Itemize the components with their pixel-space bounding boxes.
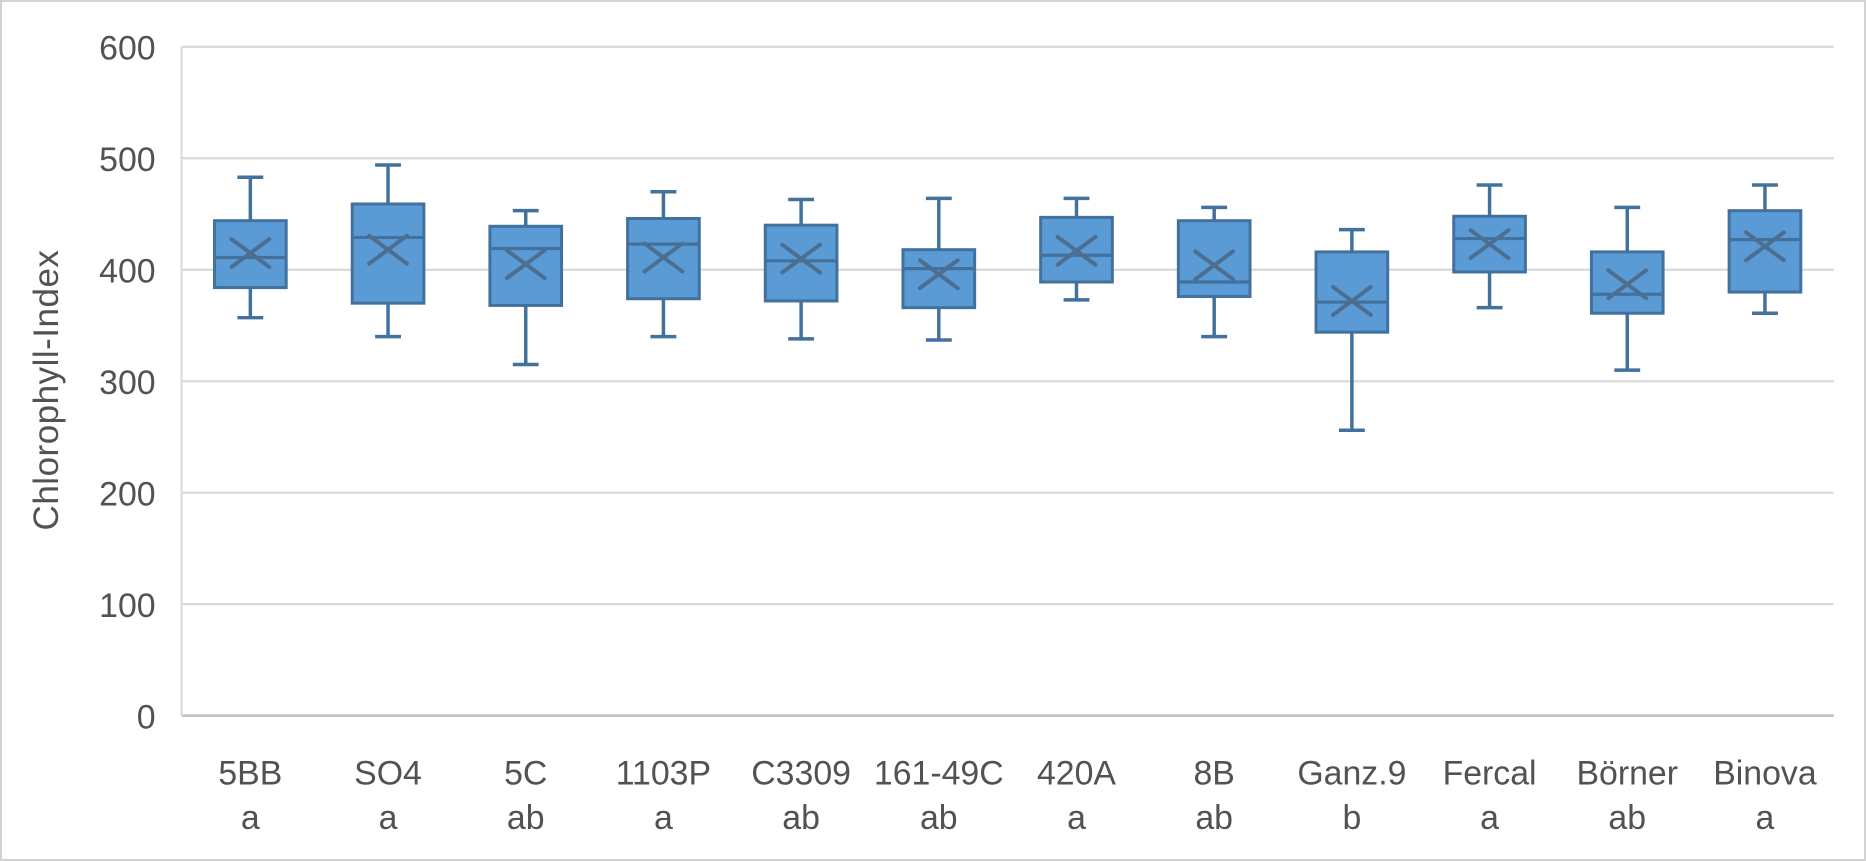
x-category-label-Fercal: Fercal bbox=[1443, 754, 1537, 792]
y-tick-label-600: 600 bbox=[99, 30, 155, 68]
mean-x-marker bbox=[1330, 285, 1373, 317]
box-group-Ganz.9 bbox=[1314, 227, 1390, 433]
x-group-letter-Fercal: a bbox=[1480, 799, 1499, 837]
x-category-label-8B: 8B bbox=[1193, 754, 1234, 792]
mean-x-marker bbox=[1193, 249, 1236, 282]
y-tick-label-300: 300 bbox=[99, 364, 155, 402]
x-category-label-Ganz.9: Ganz.9 bbox=[1297, 754, 1406, 792]
mean-x-marker bbox=[1468, 228, 1511, 261]
iqr-box bbox=[763, 223, 839, 303]
x-group-letter-161-49C: ab bbox=[920, 799, 958, 837]
y-tick-label-0: 0 bbox=[137, 699, 156, 737]
mean-x-marker bbox=[917, 258, 960, 291]
y-tick-label-100: 100 bbox=[99, 587, 155, 625]
x-group-letter-Binova: a bbox=[1756, 799, 1775, 837]
box-group-5C bbox=[488, 208, 564, 367]
mean-x-marker bbox=[504, 248, 547, 281]
x-group-letter-Ganz.9: b bbox=[1342, 799, 1361, 837]
x-category-label-Binova: Binova bbox=[1713, 754, 1817, 792]
box-group-1103P bbox=[626, 189, 701, 339]
iqr-box bbox=[901, 248, 977, 310]
x-category-label-161-49C: 161-49C bbox=[874, 754, 1004, 792]
box-group-5BB bbox=[213, 175, 288, 320]
box-group-Börner bbox=[1589, 205, 1665, 372]
x-group-letter-5BB: a bbox=[241, 799, 260, 837]
x-category-label-1103P: 1103P bbox=[616, 754, 711, 792]
iqr-box bbox=[488, 224, 564, 307]
iqr-box bbox=[1452, 214, 1527, 274]
iqr-box bbox=[1727, 209, 1803, 294]
mean-x-marker bbox=[642, 241, 685, 274]
x-group-letter-1103P: a bbox=[654, 799, 673, 837]
x-category-label-5BB: 5BB bbox=[218, 754, 282, 792]
box-group-161-49C bbox=[901, 196, 977, 342]
x-group-letter-8B: ab bbox=[1195, 799, 1233, 837]
mean-x-marker bbox=[229, 237, 272, 269]
box-group-Fercal bbox=[1452, 183, 1527, 310]
mean-x-marker bbox=[367, 233, 409, 266]
y-tick-label-400: 400 bbox=[99, 253, 155, 291]
x-category-label-C3309: C3309 bbox=[751, 754, 851, 792]
mean-x-marker bbox=[1606, 268, 1649, 301]
iqr-box bbox=[1176, 219, 1252, 298]
box-group-420A bbox=[1039, 196, 1114, 302]
box-group-Binova bbox=[1727, 183, 1803, 315]
mean-x-marker bbox=[780, 242, 823, 275]
x-category-label-420A: 420A bbox=[1037, 754, 1116, 792]
x-group-letter-420A: a bbox=[1067, 799, 1086, 837]
x-category-label-SO4: SO4 bbox=[354, 754, 422, 792]
y-tick-label-500: 500 bbox=[99, 141, 155, 179]
box-group-C3309 bbox=[763, 197, 839, 341]
iqr-box bbox=[350, 202, 426, 305]
y-tick-label-200: 200 bbox=[99, 476, 155, 514]
x-group-letter-SO4: a bbox=[379, 799, 398, 837]
mean-x-marker bbox=[1055, 234, 1098, 267]
x-group-letter-C3309: ab bbox=[782, 799, 820, 837]
x-group-letter-5C: ab bbox=[507, 799, 545, 837]
box-group-SO4 bbox=[350, 163, 426, 339]
iqr-box bbox=[1314, 250, 1390, 334]
x-category-label-5C: 5C bbox=[504, 754, 547, 792]
mean-x-marker bbox=[1744, 230, 1786, 263]
x-group-letter-Börner: ab bbox=[1608, 799, 1646, 837]
box-group-8B bbox=[1176, 205, 1252, 339]
x-category-label-Börner: Börner bbox=[1576, 754, 1678, 792]
